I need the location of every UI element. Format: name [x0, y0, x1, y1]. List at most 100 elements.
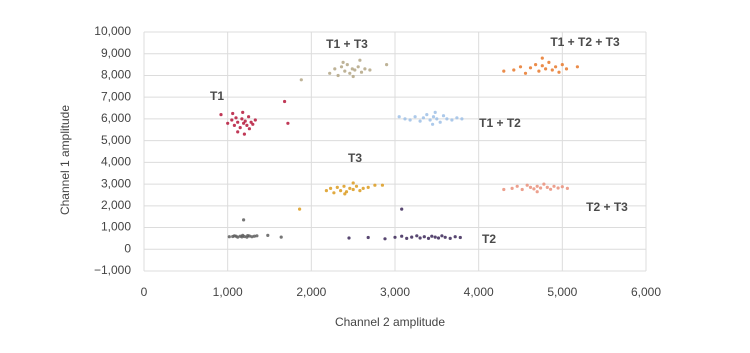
droplet-point [421, 116, 425, 120]
droplet-point [560, 185, 564, 189]
droplet-point [431, 115, 436, 119]
droplet-point [554, 65, 558, 69]
droplet-point [549, 187, 553, 191]
droplet-point [448, 236, 452, 240]
droplet-point [336, 73, 340, 78]
droplet-point [245, 123, 249, 127]
droplet-point [425, 113, 429, 117]
droplet-point [528, 66, 533, 70]
y-tick-label: 6,000 [101, 111, 131, 125]
droplet-point [219, 113, 223, 117]
droplet-point [253, 118, 257, 122]
droplet-point [366, 185, 370, 189]
droplet-point [339, 65, 344, 69]
droplet-point [545, 185, 549, 189]
droplet-point [575, 65, 580, 69]
droplet-point [383, 237, 387, 241]
droplet-point [351, 74, 355, 79]
y-tick-label: −1,000 [94, 263, 131, 277]
droplet-point [539, 186, 543, 190]
droplet-point [242, 132, 246, 136]
droplet-point [502, 69, 506, 73]
y-tick-label: 3,000 [101, 176, 131, 190]
droplet-point [348, 186, 352, 190]
cluster-label: T1 + T2 [479, 116, 521, 130]
droplet-point [299, 78, 303, 82]
droplet-point [433, 110, 437, 114]
droplet-point [342, 184, 346, 188]
y-tick-label: 10,000 [94, 24, 131, 38]
droplet-point [436, 236, 441, 240]
droplet-point [426, 236, 431, 240]
y-tick-label: 4,000 [101, 155, 131, 169]
droplet-point [405, 236, 409, 240]
droplet-point [241, 110, 245, 114]
droplet-point [230, 118, 234, 122]
droplet-point [350, 67, 354, 71]
droplet-point [400, 234, 404, 238]
droplet-point [441, 114, 446, 118]
droplet-point [242, 121, 246, 125]
x-tick-label: 0 [141, 285, 148, 299]
droplet-point [266, 233, 270, 237]
cluster-label: T2 + T3 [586, 200, 628, 214]
droplet-point [525, 183, 529, 187]
droplet-point [556, 186, 560, 190]
droplet-point [328, 71, 332, 75]
droplet-point [226, 121, 230, 125]
droplet-point [243, 119, 247, 123]
droplet-point [359, 70, 364, 74]
droplet-point [415, 234, 419, 238]
droplet-point [252, 234, 256, 238]
droplet-point [428, 118, 432, 122]
droplet-point [240, 235, 244, 239]
droplet-point [343, 69, 347, 73]
droplet-point [231, 111, 235, 116]
droplet-point [535, 184, 539, 188]
droplet-point [246, 234, 250, 238]
cluster-label: T3 [348, 151, 362, 165]
droplet-point [520, 187, 524, 192]
droplet-point [358, 189, 362, 193]
droplet-point [455, 116, 459, 120]
droplet-point [560, 63, 564, 67]
droplet-point [410, 235, 414, 239]
cluster-label: T1 + T2 + T3 [550, 35, 620, 49]
droplet-point [393, 235, 397, 239]
cluster-label: T1 + T3 [326, 37, 368, 51]
droplet-point [502, 187, 506, 192]
droplet-point [535, 190, 539, 194]
droplet-point [450, 118, 454, 122]
droplet-point [236, 120, 240, 124]
droplet-point [363, 67, 367, 71]
droplet-point [361, 186, 365, 190]
droplet-point [540, 64, 544, 68]
droplet-point [397, 115, 401, 119]
droplet-point [236, 130, 240, 134]
droplet-point [324, 189, 328, 193]
droplet-point [510, 186, 514, 190]
droplet-point [339, 189, 343, 193]
droplet-point [385, 63, 389, 67]
droplet-point [348, 71, 352, 75]
droplet-point [430, 234, 434, 238]
droplet-point [341, 60, 345, 64]
droplet-point [552, 184, 556, 188]
x-axis-title: Channel 2 amplitude [335, 315, 445, 329]
droplet-point [547, 60, 551, 64]
x-tick-label: 4,000 [464, 285, 494, 299]
droplet-point [542, 182, 546, 186]
droplet-point [431, 122, 435, 126]
droplet-point [345, 63, 349, 67]
droplet-point [227, 235, 231, 239]
droplet-point [238, 126, 242, 130]
droplet-point [380, 183, 384, 187]
droplet-point [400, 207, 404, 211]
droplet-point [458, 235, 462, 240]
droplet-point [523, 71, 528, 75]
droplet-point [329, 186, 333, 190]
droplet-point [366, 235, 370, 240]
droplet-point [460, 117, 464, 121]
y-tick-label: 7,000 [101, 89, 131, 103]
